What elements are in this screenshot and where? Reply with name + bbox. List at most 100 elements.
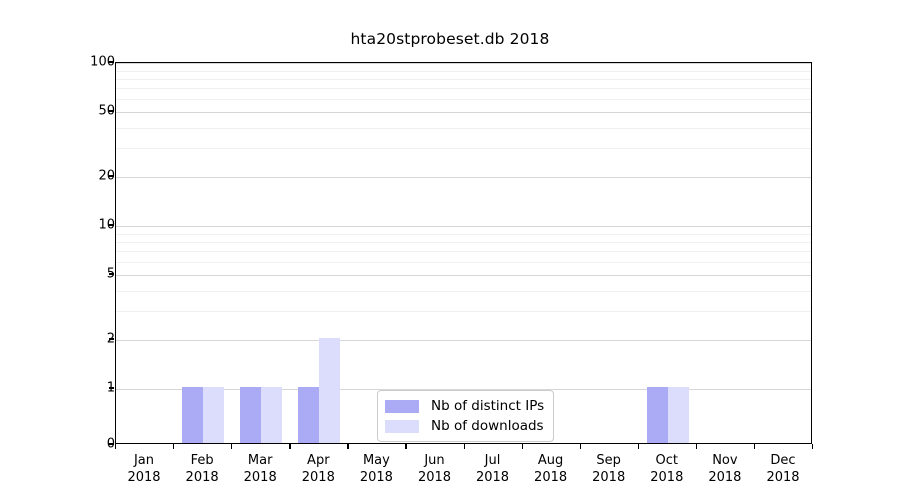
- x-axis-tick-label-month: Aug: [537, 453, 564, 468]
- y-axis-tick-label: 100: [90, 54, 115, 70]
- x-axis-tick-label-month: May: [362, 453, 390, 468]
- x-axis-tick-label: Jan 2018: [109, 452, 179, 486]
- x-axis-tick-label-year: 2018: [301, 470, 335, 485]
- gridline-major: [116, 275, 811, 277]
- gridline-minor: [116, 290, 811, 292]
- x-axis-tick-label-month: Jan: [133, 453, 155, 468]
- gridline-minor: [116, 99, 811, 101]
- plot-area: [115, 62, 812, 444]
- x-axis-tick-label-year: 2018: [417, 470, 452, 485]
- gridline-minor: [116, 88, 811, 90]
- x-axis-tick-label-month: Nov: [712, 453, 738, 468]
- bar-distinct-ips: [646, 387, 668, 443]
- gridline-minor: [116, 251, 811, 253]
- x-axis-tick-mark: [521, 444, 523, 449]
- chart-legend: Nb of distinct IPs Nb of downloads: [377, 390, 555, 442]
- x-axis-tick-label-month: Jul: [484, 453, 501, 468]
- x-axis-tick-label-month: Jun: [424, 453, 445, 468]
- x-axis-tick-label: Apr 2018: [283, 452, 353, 486]
- x-axis-tick-mark: [405, 444, 407, 449]
- x-axis-tick-label-year: 2018: [766, 470, 800, 485]
- gridline-major: [116, 226, 811, 227]
- gridline-minor: [116, 127, 811, 129]
- x-axis-tick-label-month: Mar: [247, 453, 273, 468]
- x-axis-tick-label-year: 2018: [708, 470, 742, 485]
- x-axis-tick-mark: [579, 444, 581, 449]
- chart-title: hta20stprobeset.db 2018: [350, 30, 550, 48]
- x-axis-tick-label-month: Feb: [190, 453, 214, 468]
- y-axis-tick-mark: [109, 61, 114, 63]
- y-axis-tick-mark: [109, 110, 114, 112]
- y-axis-tick-mark: [109, 273, 114, 275]
- y-axis-tick-label: 50: [98, 103, 115, 119]
- x-axis-tick-label: Aug 2018: [516, 452, 586, 486]
- bar-downloads: [261, 387, 283, 443]
- x-axis-tick-label-month: Oct: [655, 453, 679, 468]
- y-axis-tick-mark: [109, 443, 114, 445]
- x-axis-tick-label: Jul 2018: [458, 452, 528, 486]
- legend-item-downloads: Nb of downloads: [385, 416, 544, 436]
- gridline-minor: [116, 70, 811, 72]
- x-axis-tick-label-year: 2018: [650, 470, 684, 485]
- y-axis-tick-mark: [109, 175, 114, 177]
- x-axis-tick-mark: [115, 444, 117, 449]
- legend-swatch-icon-distinct-ips: [385, 399, 419, 413]
- x-axis-tick-label-month: Dec: [770, 453, 796, 468]
- legend-item-distinct-ips: Nb of distinct IPs: [385, 396, 544, 416]
- x-axis-tick-label-year: 2018: [592, 470, 626, 485]
- x-axis-tick-label-year: 2018: [475, 470, 510, 485]
- x-axis-tick-label-year: 2018: [185, 470, 219, 485]
- gridline-major: [116, 176, 811, 178]
- x-axis-tick-label-year: 2018: [359, 470, 393, 485]
- x-axis-tick-label: May 2018: [341, 452, 411, 486]
- bar-downloads: [319, 337, 341, 443]
- y-axis-labels: 0125102050100: [60, 55, 115, 452]
- y-axis-tick-mark: [109, 387, 114, 389]
- legend-swatch-icon-downloads: [385, 419, 419, 433]
- x-axis-tickmarks: [115, 444, 814, 451]
- gridline-minor: [116, 311, 811, 313]
- x-axis-tick-label-year: 2018: [534, 470, 568, 485]
- x-axis-tick-label-year: 2018: [127, 470, 161, 485]
- legend-label-downloads: Nb of downloads: [431, 418, 544, 434]
- y-axis-tick-label: 20: [98, 168, 115, 184]
- gridline-minor: [116, 148, 811, 150]
- x-axis-tick-mark: [289, 444, 291, 449]
- x-axis-tick-label: Feb 2018: [167, 452, 237, 486]
- x-axis-tick-label: Sep 2018: [574, 452, 644, 486]
- x-axis-tick-mark: [173, 444, 175, 449]
- x-axis-tick-label-month: Sep: [596, 453, 621, 468]
- y-axis-tick-mark: [109, 224, 114, 226]
- y-axis-tick-label: 10: [98, 217, 115, 233]
- gridline-minor: [116, 78, 811, 80]
- gridline-major: [116, 389, 811, 390]
- gridline-minor: [116, 241, 811, 243]
- x-axis-labels: Jan 2018 Feb 2018 Mar 2018 Apr 2018 May 2018 Jun 20…: [115, 452, 812, 492]
- x-axis-tick-mark: [463, 444, 465, 449]
- bar-downloads: [203, 387, 225, 443]
- x-axis-tick-mark: [231, 444, 233, 449]
- x-axis-tick-label: Dec 2018: [748, 452, 818, 486]
- y-axis-tick-mark: [109, 338, 114, 340]
- x-axis-tick-mark: [695, 444, 698, 449]
- x-axis-tick-label: Jun 2018: [400, 452, 470, 486]
- x-axis-tick-label: Oct 2018: [632, 452, 702, 486]
- x-axis-tick-mark: [753, 444, 756, 449]
- bar-downloads: [667, 387, 689, 443]
- x-axis-tick-mark: [637, 444, 640, 449]
- x-axis-tick-label: Mar 2018: [225, 452, 295, 486]
- bar-distinct-ips: [240, 387, 262, 443]
- legend-label-distinct-ips: Nb of distinct IPs: [431, 398, 545, 414]
- bar-distinct-ips: [298, 387, 320, 443]
- x-axis-tick-label-month: Apr: [307, 453, 330, 468]
- gridline-major: [116, 63, 811, 64]
- bar-distinct-ips: [181, 387, 204, 443]
- x-axis-tick-label: Nov 2018: [690, 452, 760, 486]
- x-axis-tick-mark: [812, 444, 814, 449]
- x-axis-tick-label-year: 2018: [243, 470, 277, 485]
- x-axis-tick-mark: [347, 444, 349, 449]
- gridline-major: [116, 339, 811, 341]
- gridline-major: [116, 112, 811, 114]
- gridline-minor: [116, 262, 811, 264]
